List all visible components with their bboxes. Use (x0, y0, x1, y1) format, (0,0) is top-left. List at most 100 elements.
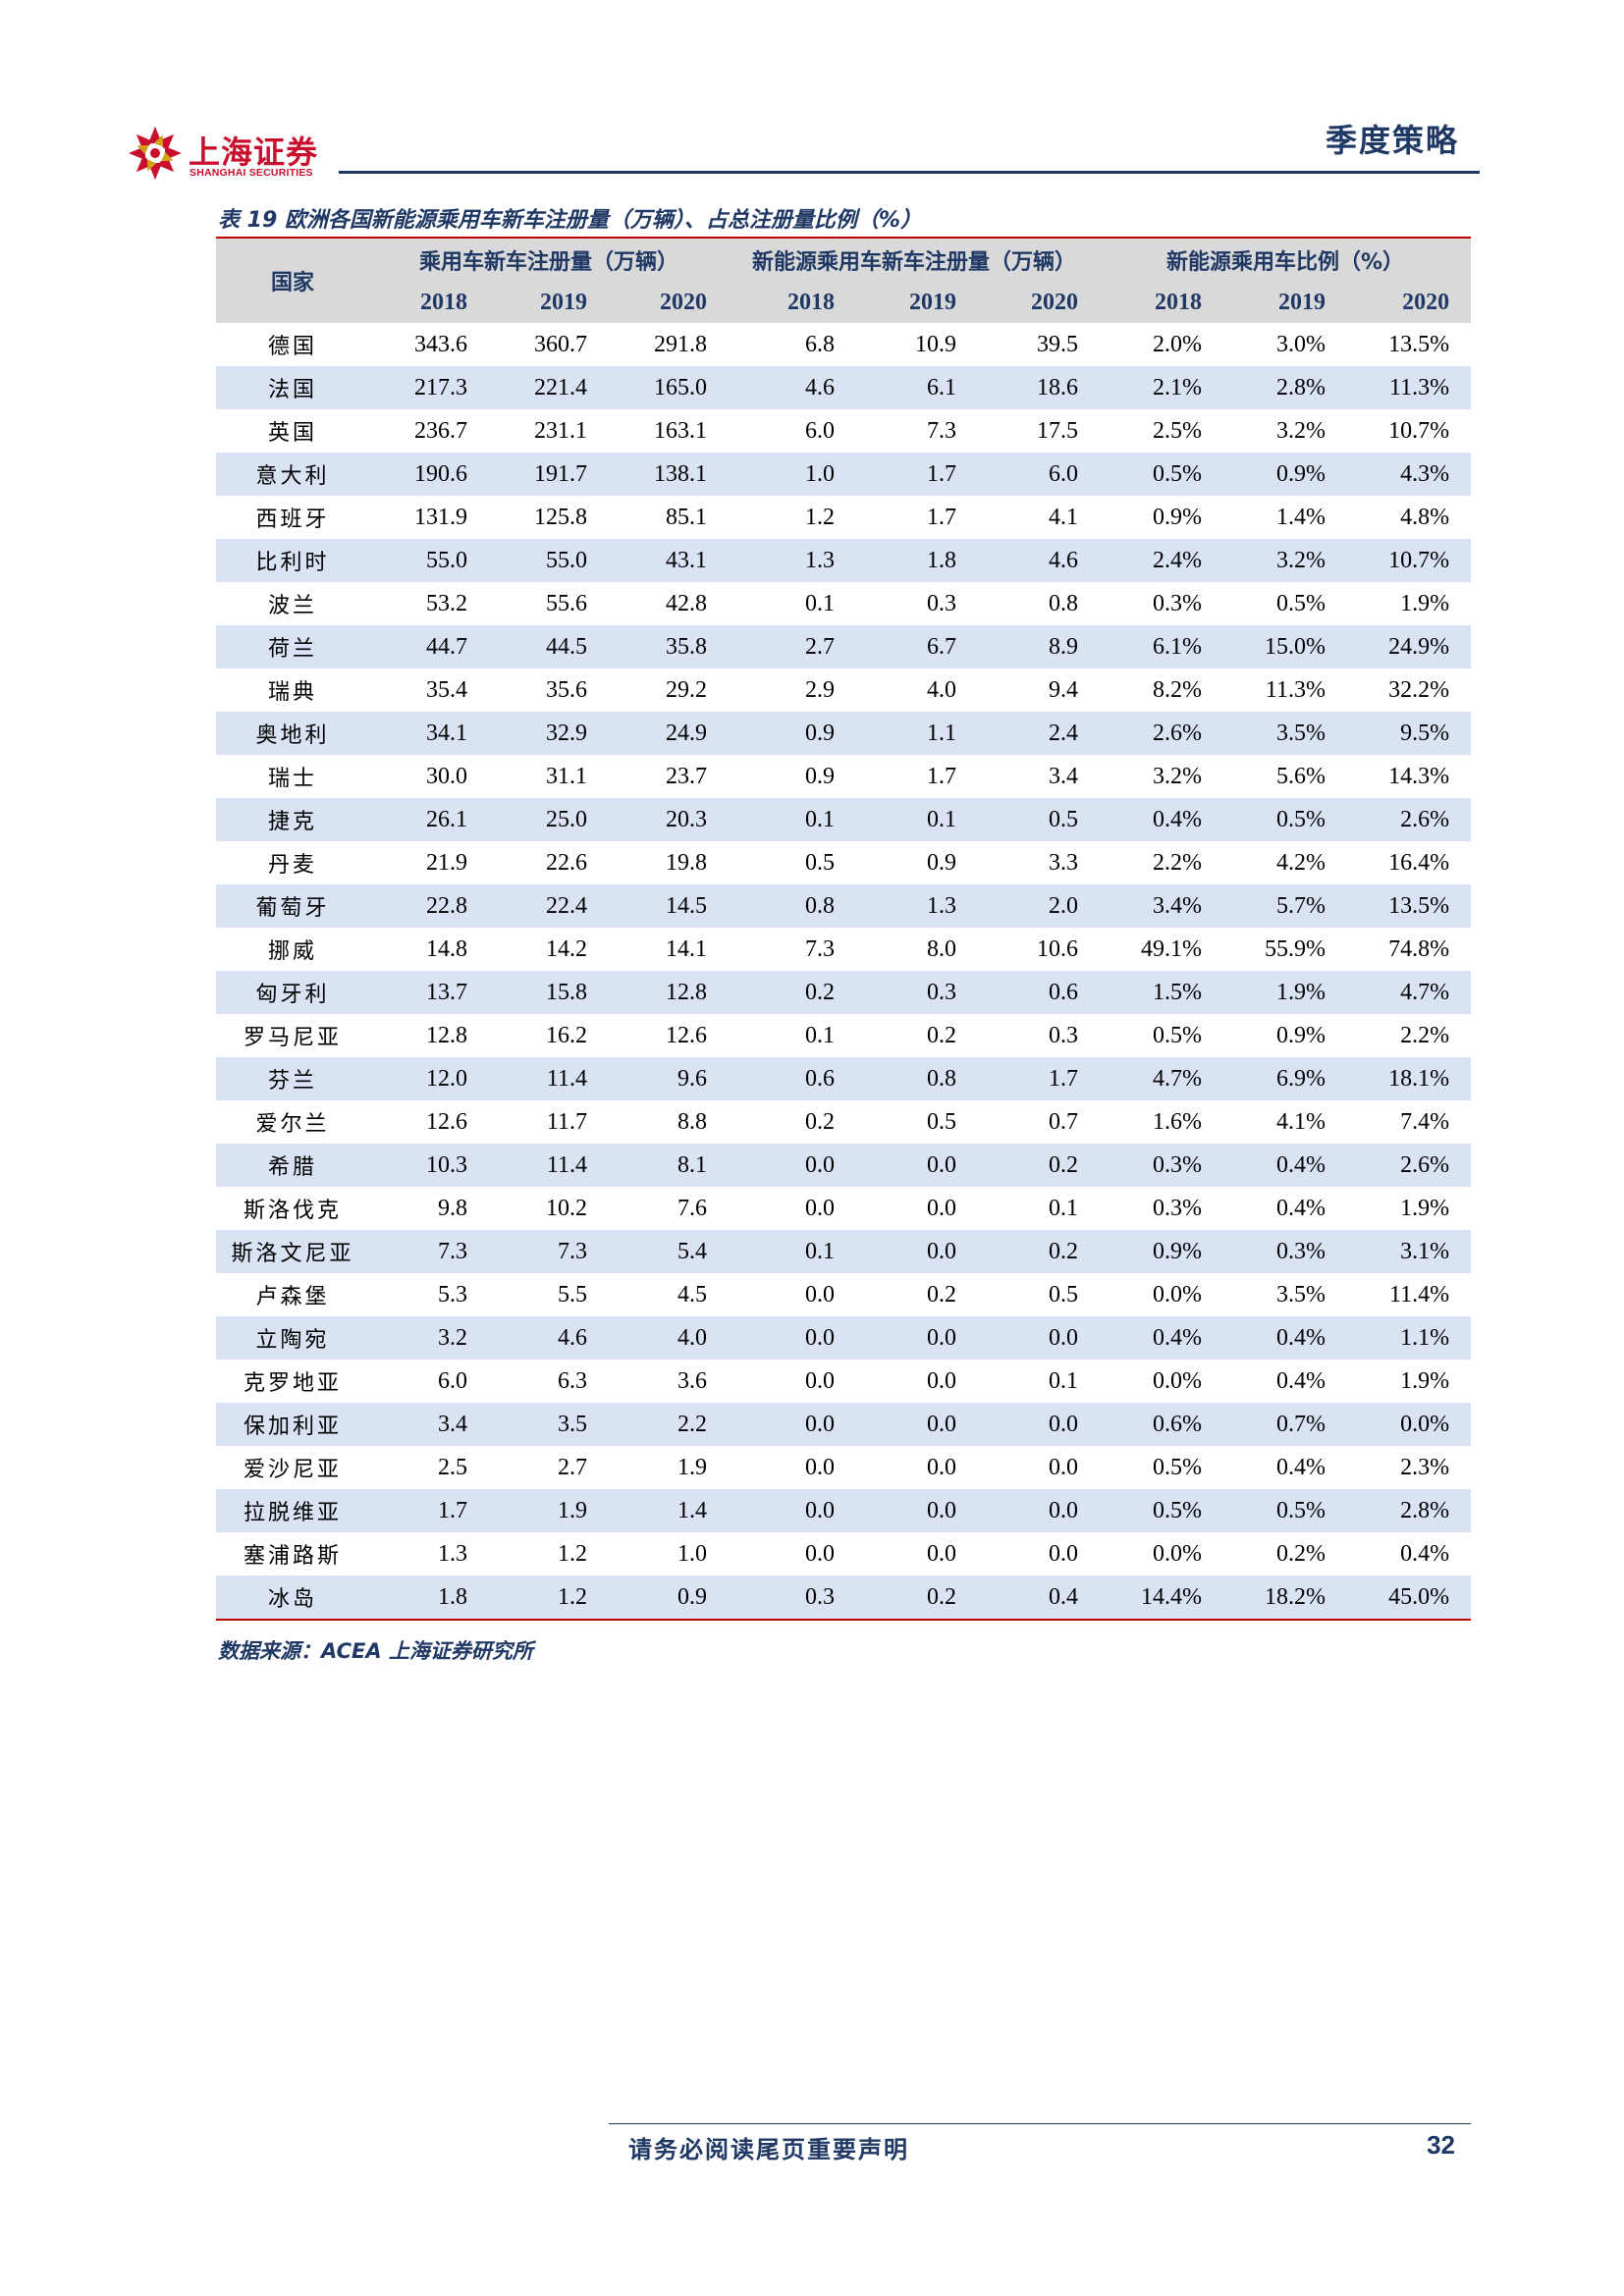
value-cell: 6.0 (978, 453, 1101, 496)
table-row: 立陶宛 3.2 4.6 4.0 0.0 0.0 0.0 0.4% 0.4% 1.1% (216, 1316, 1472, 1360)
value-cell: 6.0 (805, 417, 836, 444)
value-cell: 190.6 (369, 453, 489, 496)
value-cell: 0.8 (729, 884, 857, 928)
value-cell: 0.2 (978, 1144, 1101, 1187)
value-cell: 2.9 (805, 676, 836, 703)
table-row: 拉脱维亚 1.7 1.9 1.4 0.0 0.0 0.0 0.5% 0.5% 2.8% (216, 1489, 1472, 1532)
value-cell: 0.0 (805, 1367, 836, 1394)
value-cell: 32.2% (1388, 676, 1450, 703)
value-cell: 17.5 (1037, 417, 1079, 444)
value-cell: 1.3 (729, 539, 857, 582)
country-cell: 荷兰 (216, 625, 369, 668)
value-cell: 2.8% (1347, 1489, 1472, 1532)
value-cell: 4.1 (1049, 504, 1079, 530)
country-cell: 冰岛 (216, 1575, 369, 1621)
value-cell: 1.8 (369, 1575, 489, 1621)
value-cell: 43.1 (609, 539, 730, 582)
value-cell: 6.9% (1223, 1057, 1348, 1100)
value-cell: 74.8% (1388, 935, 1450, 962)
group-header-total: 乘用车新车注册量（万辆） (369, 237, 730, 282)
value-cell: 11.4 (489, 1144, 609, 1187)
value-cell: 0.4% (1276, 1195, 1326, 1221)
value-cell: 4.6 (489, 1316, 609, 1360)
value-cell: 0.8 (856, 1057, 979, 1100)
year-header: 2018 (1100, 282, 1224, 323)
value-cell: 85.1 (666, 504, 708, 530)
value-cell: 0.0 (856, 1316, 979, 1360)
value-cell: 12.8 (609, 971, 730, 1014)
value-cell: 10.2 (546, 1195, 587, 1221)
value-cell: 0.5% (1223, 1489, 1348, 1532)
table-caption: 表 19 欧洲各国新能源乘用车新车注册量（万辆）、占总注册量比例（%） (218, 208, 922, 233)
table-row: 斯洛文尼亚 7.3 7.3 5.4 0.1 0.0 0.2 0.9% 0.3% 3.1% (216, 1230, 1472, 1273)
value-cell: 125.8 (534, 504, 587, 530)
table-row: 爱沙尼亚 2.5 2.7 1.9 0.0 0.0 0.0 0.5% 0.4% 2.3% (216, 1446, 1471, 1489)
value-cell: 55.6 (546, 590, 587, 616)
country-cell: 瑞士 (267, 767, 317, 791)
value-cell: 0.6 (729, 1057, 857, 1100)
value-cell: 0.0% (1153, 1367, 1203, 1394)
country-cell: 卢森堡 (255, 1285, 330, 1309)
value-cell: 0.0 (978, 1489, 1101, 1532)
value-cell: 0.6% (1100, 1403, 1224, 1446)
value-cell: 12.8 (426, 1022, 467, 1048)
value-cell: 0.4% (1100, 798, 1224, 841)
value-cell: 49.1% (1141, 935, 1203, 962)
value-cell: 9.8 (438, 1195, 467, 1221)
value-cell: 138.1 (609, 453, 730, 496)
value-cell: 0.0 (1049, 1540, 1079, 1567)
page-header: 上海证券 SHANGHAI SECURITIES 季度策略 (0, 0, 1624, 180)
value-cell: 0.4% (1223, 1316, 1348, 1360)
value-cell: 22.8 (369, 884, 489, 928)
value-cell: 3.0% (1276, 331, 1326, 357)
value-cell: 1.7 (978, 1057, 1101, 1100)
value-cell: 0.0 (978, 1403, 1101, 1446)
value-cell: 291.8 (654, 331, 708, 357)
value-cell: 0.3% (1153, 1195, 1203, 1221)
value-cell: 2.6% (1100, 712, 1224, 755)
value-cell: 26.1 (369, 798, 489, 841)
value-cell: 5.3 (438, 1281, 467, 1308)
table-row: 爱尔兰 12.6 11.7 8.8 0.2 0.5 0.7 1.6% 4.1% 7.4% (216, 1100, 1471, 1144)
value-cell: 13.7 (369, 971, 489, 1014)
value-cell: 8.9 (978, 625, 1101, 668)
value-cell: 30.0 (426, 763, 467, 789)
value-cell: 2.2% (1153, 849, 1203, 876)
table-row: 罗马尼亚 12.8 16.2 12.6 0.1 0.2 0.3 0.5% 0.9% 2.2% (216, 1014, 1471, 1057)
value-cell: 0.5% (1153, 1454, 1203, 1480)
value-cell: 23.7 (666, 763, 708, 789)
table-row: 克罗地亚 6.0 6.3 3.6 0.0 0.0 0.1 0.0% 0.4% 1.9% (216, 1360, 1471, 1403)
value-cell: 2.0 (978, 884, 1101, 928)
value-cell: 1.9% (1223, 971, 1348, 1014)
table-row: 斯洛伐克 9.8 10.2 7.6 0.0 0.0 0.1 0.3% 0.4% 1.9% (216, 1187, 1471, 1230)
value-cell: 24.9 (609, 712, 730, 755)
value-cell: 0.4% (1223, 1144, 1348, 1187)
table-row: 瑞典 35.4 35.6 29.2 2.9 4.0 9.4 8.2% 11.3% 32.2% (216, 668, 1471, 712)
value-cell: 11.3% (1265, 676, 1326, 703)
value-cell: 2.7 (729, 625, 857, 668)
value-cell: 0.0 (729, 1403, 857, 1446)
value-cell: 3.2 (369, 1316, 489, 1360)
footer-disclaimer: 请务必阅读尾页重要声明 (628, 2136, 909, 2163)
value-cell: 10.9 (915, 331, 957, 357)
table-row: 匈牙利 13.7 15.8 12.8 0.2 0.3 0.6 1.5% 1.9% 4.7% (216, 971, 1472, 1014)
table-row: 德国 343.6 360.7 291.8 6.8 10.9 39.5 2.0% 3.0% 13.5… (216, 323, 1471, 366)
value-cell: 16.2 (546, 1022, 587, 1048)
country-cell: 立陶宛 (216, 1316, 369, 1360)
value-cell: 0.3 (856, 971, 979, 1014)
country-cell: 斯洛文尼亚 (216, 1230, 369, 1273)
value-cell: 360.7 (534, 331, 587, 357)
country-cell: 意大利 (216, 453, 369, 496)
value-cell: 7.3 (927, 417, 957, 444)
value-cell: 0.0 (927, 1540, 957, 1567)
year-header: 2019 (1223, 282, 1348, 323)
value-cell: 0.1 (1049, 1195, 1079, 1221)
value-cell: 29.2 (666, 676, 708, 703)
value-cell: 12.0 (369, 1057, 489, 1100)
year-header: 2020 (978, 282, 1101, 323)
value-cell: 2.2 (609, 1403, 730, 1446)
value-cell: 11.7 (546, 1108, 587, 1135)
value-cell: 10.7% (1347, 539, 1472, 582)
value-cell: 0.9 (927, 849, 957, 876)
value-cell: 2.4 (978, 712, 1101, 755)
